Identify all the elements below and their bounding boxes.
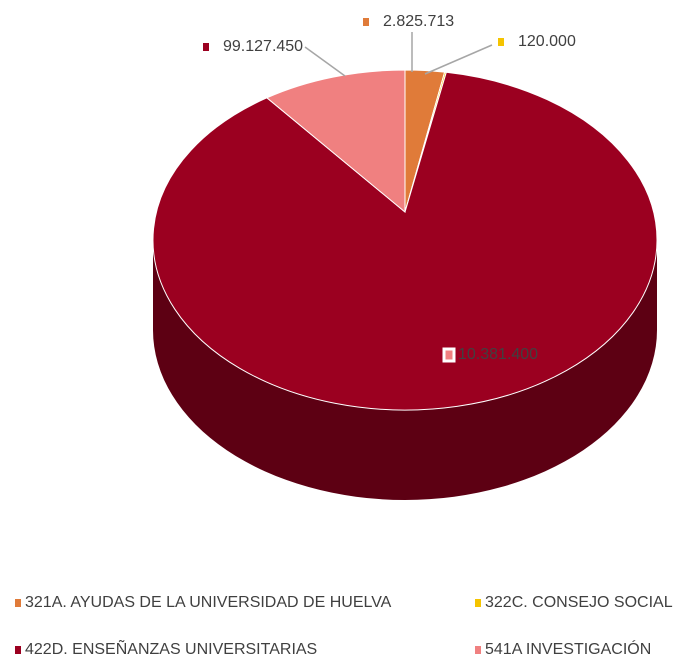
- label-marker: [442, 347, 456, 363]
- data-label: 120.000: [518, 33, 576, 50]
- legend-label: 541A INVESTIGACIÓN: [485, 639, 651, 658]
- slice: [152, 71, 658, 411]
- label-marker: [203, 43, 209, 51]
- legend-label: 321A. AYUDAS DE LA UNIVERSIDAD DE HUELVA: [25, 594, 392, 611]
- label-marker: [498, 38, 504, 46]
- leader-line: [424, 44, 493, 75]
- legend-marker: [475, 599, 481, 607]
- legend-marker: [15, 599, 21, 607]
- slice: [265, 69, 406, 214]
- data-label: 2.825.713: [383, 13, 454, 30]
- data-label: 99.127.450: [223, 38, 303, 55]
- legend-marker: [475, 646, 481, 654]
- data-label: 10.381.400: [458, 346, 538, 363]
- legend-label: 422D. ENSEÑANZAS UNIVERSITARIAS: [25, 638, 317, 658]
- legend-marker: [15, 646, 21, 654]
- slice-side: [153, 240, 657, 500]
- legend-label: 322C. CONSEJO SOCIAL: [485, 594, 673, 611]
- label-marker: [363, 18, 369, 26]
- leader-line: [304, 46, 346, 77]
